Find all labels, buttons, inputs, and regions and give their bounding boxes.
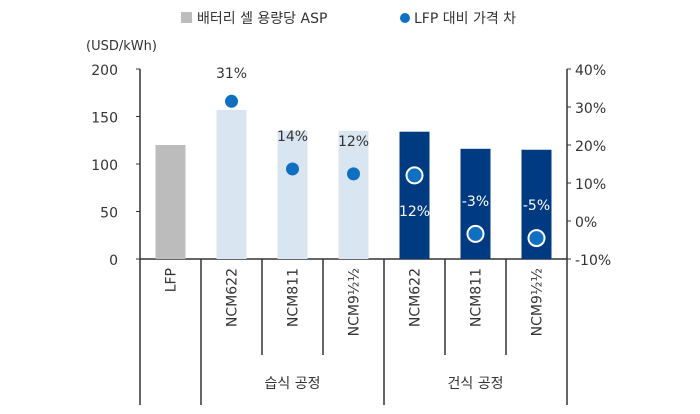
group-label: 습식 공정 [265, 376, 321, 392]
dot-5 [466, 224, 485, 243]
category-label: NCM622 [408, 268, 424, 327]
legend-bar-swatch [181, 12, 192, 23]
y2-tick-label: 20% [575, 139, 606, 155]
data-label: -5% [523, 198, 550, 214]
bar-2 [277, 130, 308, 259]
y2-tick-label: 0% [575, 215, 597, 231]
dot-2 [286, 162, 299, 176]
dot-1 [225, 94, 238, 108]
group-label: 건식 공정 [448, 376, 504, 392]
data-label: 14% [277, 129, 308, 145]
dot-3 [347, 167, 360, 181]
bar-4 [399, 131, 430, 259]
category-label: LFP [164, 268, 180, 292]
y2-tick-label: -10% [575, 253, 611, 269]
dot-4 [405, 166, 424, 185]
category-label: NCM9½½ [530, 268, 546, 336]
category-label: NCM811 [286, 268, 302, 327]
dot-6 [527, 229, 546, 248]
y-tick-label: 0 [109, 253, 118, 269]
category-label: NCM811 [469, 268, 485, 327]
y-tick-label: 200 [91, 63, 118, 79]
y2-tick-label: 30% [575, 101, 606, 117]
category-label: NCM9½½ [347, 268, 363, 336]
legend-dot-swatch [400, 13, 410, 23]
y-tick-label: 50 [100, 206, 118, 222]
y-tick-label: 150 [91, 111, 118, 127]
bar-0 [155, 145, 186, 259]
legend-bar-label: 배터리 셀 용량당 ASP [197, 11, 327, 27]
y-axis-label: (USD/kWh) [86, 39, 157, 54]
legend-dot-label: LFP 대비 가격 차 [414, 11, 516, 27]
bar-1 [216, 109, 247, 259]
data-label: 12% [399, 204, 430, 220]
data-label: -3% [462, 194, 489, 210]
bar-3 [338, 130, 369, 259]
y-tick-label: 100 [91, 158, 118, 174]
y2-tick-label: 10% [575, 177, 606, 193]
y2-tick-label: 40% [575, 63, 606, 79]
category-label: NCM622 [225, 268, 241, 327]
data-label: 31% [216, 66, 247, 82]
data-label: 12% [338, 134, 369, 150]
